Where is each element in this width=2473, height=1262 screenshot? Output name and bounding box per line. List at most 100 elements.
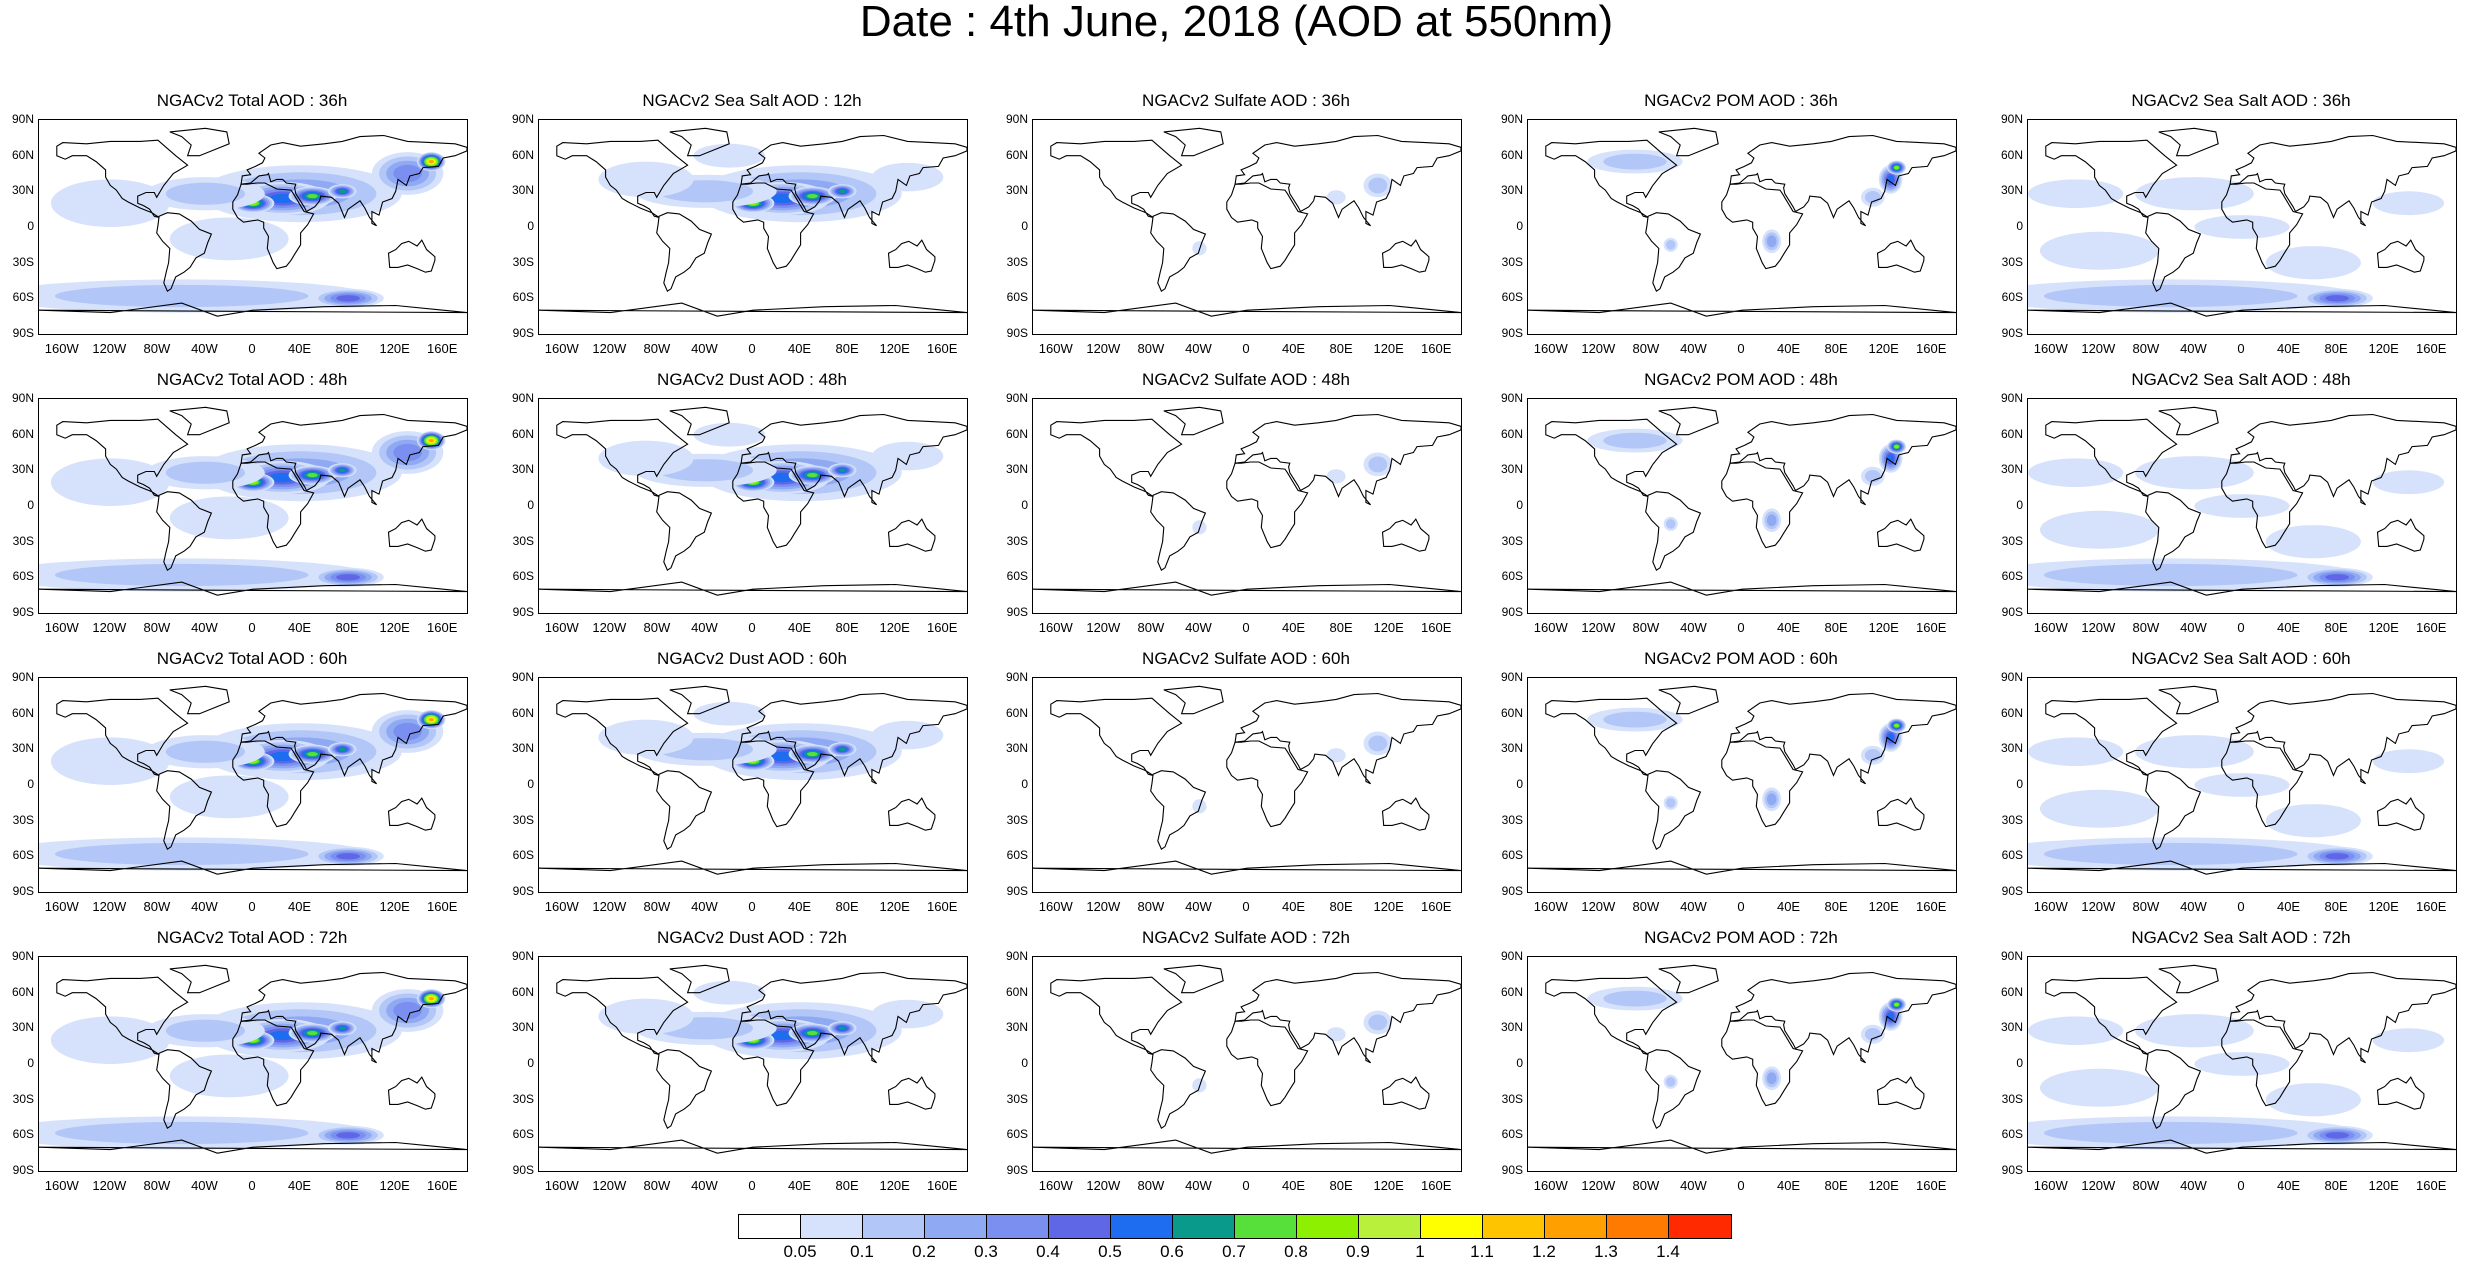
- latitude-tick-label: 30S: [2001, 254, 2023, 269]
- latitude-tick-label: 30N: [511, 183, 534, 198]
- longitude-tick-label: 0: [748, 620, 756, 635]
- coastline: [1050, 697, 1183, 777]
- longitude-tick-label: 80W: [1137, 620, 1165, 635]
- latitude-tick-label: 90S: [1006, 326, 1028, 340]
- aod-contour: [336, 1132, 360, 1139]
- aod-contour: [50, 179, 170, 227]
- coastline: [2376, 797, 2425, 831]
- latitude-tick-label: 30S: [2001, 533, 2023, 548]
- latitude-tick-label: 30S: [2001, 1091, 2023, 1106]
- aod-contour: [2265, 246, 2361, 280]
- aod-contour: [2039, 510, 2159, 549]
- coastline: [240, 134, 467, 227]
- coastline: [669, 964, 730, 994]
- map-panel: [538, 119, 968, 335]
- coastline: [2045, 697, 2178, 777]
- longitude-tick-label: 120E: [379, 899, 410, 914]
- latitude-tick-label: 90S: [2001, 884, 2023, 898]
- coastline: [1876, 797, 1925, 831]
- longitude-tick-label: 120W: [2081, 899, 2116, 914]
- longitude-tick-label: 120W: [2081, 620, 2116, 635]
- coastline: [387, 239, 436, 273]
- aod-contour: [598, 998, 694, 1035]
- coastline: [232, 1019, 315, 1107]
- coastline: [2221, 740, 2304, 828]
- aod-contour: [393, 722, 422, 741]
- aod-contour: [54, 1121, 309, 1145]
- longitude-tick-label: 40W: [1185, 341, 1212, 356]
- longitude-tick-label: 120W: [92, 899, 127, 914]
- longitude-tick-label: 80E: [2324, 341, 2348, 356]
- latitude-tick-label: 60N: [511, 147, 534, 162]
- aod-contour: [336, 853, 360, 860]
- latitude-tick-label: 60S: [12, 1127, 34, 1142]
- aod-contour: [165, 1019, 245, 1042]
- coastline: [887, 1076, 936, 1110]
- longitude-tick-label: 40W: [1185, 899, 1212, 914]
- coastline: [156, 491, 213, 572]
- aod-contour: [338, 189, 346, 194]
- coastline: [732, 461, 815, 549]
- latitude-tick-label: 60S: [512, 569, 534, 584]
- latitude-tick-label: 60S: [1501, 848, 1523, 863]
- latitude-tick-label: 30N: [1005, 1020, 1028, 1035]
- coastline: [539, 302, 967, 317]
- longitude-tick-label: 80E: [335, 899, 359, 914]
- longitude-tick-label: 160E: [2416, 620, 2447, 635]
- longitude-tick-label: 120W: [2081, 1178, 2116, 1193]
- longitude-tick-label: 80W: [2132, 341, 2160, 356]
- aod-contour: [1665, 1077, 1676, 1087]
- longitude-tick-label: 160E: [427, 341, 458, 356]
- latitude-tick-label: 90N: [1500, 391, 1523, 405]
- aod-contour: [693, 701, 765, 726]
- coastline: [1381, 518, 1430, 552]
- panel-title: NGACv2 Sulfate AOD : 72h: [1142, 928, 1350, 947]
- longitude-tick-label: 40W: [191, 341, 218, 356]
- longitude-tick-label: 40E: [1281, 341, 1306, 356]
- coastline: [1645, 491, 1702, 572]
- coastline: [1033, 302, 1461, 317]
- coastline: [1721, 1019, 1804, 1107]
- coastline: [1729, 413, 1956, 506]
- latitude-tick-label: 60N: [2000, 147, 2023, 162]
- coastline: [1163, 406, 1224, 436]
- longitude-tick-label: 120E: [1868, 341, 1899, 356]
- coastline: [2221, 461, 2304, 549]
- coastline: [887, 797, 936, 831]
- aod-contour: [2043, 284, 2298, 308]
- latitude-tick-label: 30N: [11, 183, 34, 198]
- aod-contour: [165, 182, 245, 205]
- longitude-tick-label: 160E: [427, 899, 458, 914]
- latitude-tick-label: 90S: [1006, 884, 1028, 898]
- map-panel: [38, 956, 468, 1172]
- aod-contour: [1766, 514, 1777, 527]
- coastline: [1645, 212, 1702, 293]
- latitude-tick-label: 60N: [11, 984, 34, 999]
- longitude-tick-label: 80E: [1329, 899, 1353, 914]
- colorbar-tick-label: 1.1: [1470, 1242, 1494, 1261]
- latitude-tick-label: 60S: [2001, 290, 2023, 305]
- longitude-tick-label: 80W: [1137, 899, 1165, 914]
- aod-contour: [2135, 735, 2254, 769]
- coastline: [732, 182, 815, 270]
- longitude-tick-label: 0: [2237, 341, 2245, 356]
- colorbar-tick-label: 0.05: [783, 1242, 817, 1261]
- latitude-tick-label: 90N: [511, 949, 534, 963]
- coastline: [1721, 740, 1804, 828]
- latitude-tick-label: 30S: [1501, 254, 1523, 269]
- longitude-tick-label: 0: [248, 341, 256, 356]
- latitude-tick-label: 30S: [1501, 812, 1523, 827]
- coastline: [1658, 685, 1719, 715]
- longitude-tick-label: 80E: [835, 341, 859, 356]
- longitude-tick-label: 160E: [927, 1178, 958, 1193]
- latitude-tick-label: 60S: [512, 1127, 534, 1142]
- coastline: [1226, 182, 1309, 270]
- latitude-tick-label: 0: [1516, 1056, 1523, 1070]
- colorbar-tick-label: 0.2: [912, 1242, 936, 1261]
- colorbar-swatch: [739, 1215, 801, 1238]
- coastline: [2229, 692, 2456, 785]
- longitude-tick-label: 160E: [2416, 341, 2447, 356]
- coastline: [2229, 413, 2456, 506]
- longitude-tick-label: 80W: [143, 341, 171, 356]
- aod-contour: [693, 143, 765, 168]
